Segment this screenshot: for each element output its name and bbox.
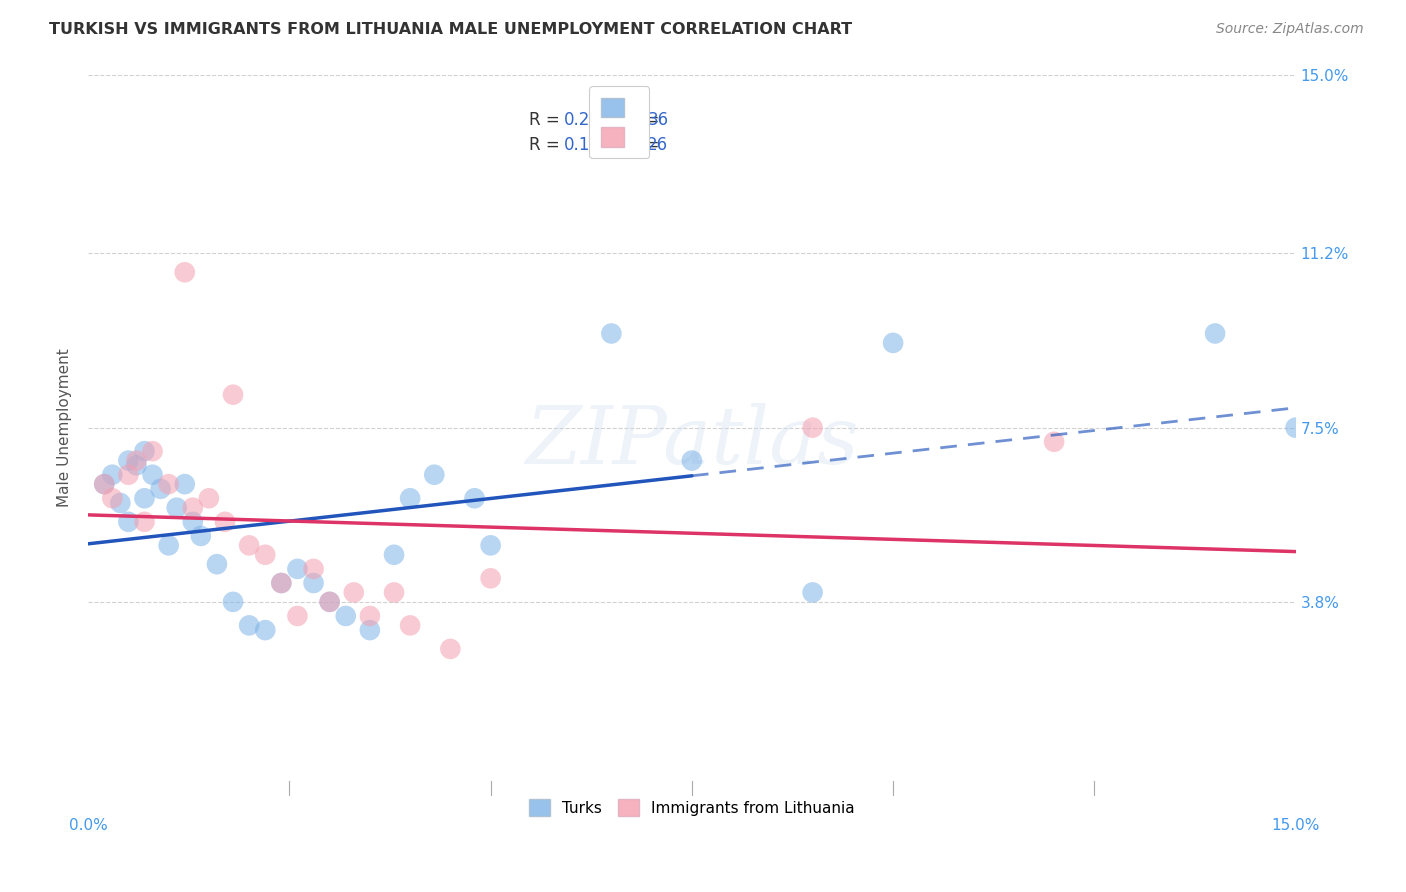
Point [439,642,461,657]
Point [149,482,172,496]
Point [141,444,163,458]
Point [181,500,204,515]
Point [1204,326,1226,341]
Point [343,585,366,599]
Point [157,477,180,491]
Point [382,585,405,599]
Point [173,265,195,279]
Point [359,609,381,624]
Point [318,595,340,609]
Legend: Turks, Immigrants from Lithuania: Turks, Immigrants from Lithuania [523,793,860,822]
Point [181,515,204,529]
Point [600,326,623,341]
Point [479,571,502,585]
Point [134,491,156,506]
Text: 15.0%: 15.0% [1271,819,1320,833]
Point [173,477,195,491]
Point [1284,420,1306,434]
Point [318,595,340,609]
Point [287,562,309,576]
Point [214,515,236,529]
Point [141,467,163,482]
Text: TURKISH VS IMMIGRANTS FROM LITHUANIA MALE UNEMPLOYMENT CORRELATION CHART: TURKISH VS IMMIGRANTS FROM LITHUANIA MAL… [49,22,852,37]
Point [335,609,357,624]
Text: N =: N = [612,111,665,128]
Point [302,562,325,576]
Point [222,595,245,609]
Point [238,538,260,552]
Point [222,387,245,401]
Point [93,477,115,491]
Text: R =: R = [529,136,565,154]
Point [93,477,115,491]
Point [198,491,221,506]
Point [110,496,132,510]
Point [117,453,139,467]
Text: 26: 26 [647,136,668,154]
Point [101,467,124,482]
Point [125,458,148,473]
Point [157,538,180,552]
Point [117,515,139,529]
Point [270,576,292,591]
Point [382,548,405,562]
Text: R =: R = [529,111,565,128]
Point [238,618,260,632]
Text: 0.199: 0.199 [564,136,612,154]
Point [254,548,277,562]
Text: 0.0%: 0.0% [69,819,107,833]
Point [117,467,139,482]
Point [254,623,277,637]
Point [882,335,904,350]
Point [134,515,156,529]
Point [125,453,148,467]
Point [681,453,703,467]
Text: 0.273: 0.273 [564,111,612,128]
Point [359,623,381,637]
Text: ZIPatlas: ZIPatlas [524,403,859,481]
Point [287,609,309,624]
Point [302,576,325,591]
Y-axis label: Male Unemployment: Male Unemployment [58,348,72,507]
Point [399,618,422,632]
Point [190,529,212,543]
Point [399,491,422,506]
Point [205,557,228,571]
Point [166,500,188,515]
Point [270,576,292,591]
Text: Source: ZipAtlas.com: Source: ZipAtlas.com [1216,22,1364,37]
Point [101,491,124,506]
Text: 36: 36 [647,111,668,128]
Point [1043,434,1066,449]
Point [801,585,824,599]
Text: N =: N = [612,136,665,154]
Point [423,467,446,482]
Point [801,420,824,434]
Point [479,538,502,552]
Point [134,444,156,458]
Point [464,491,486,506]
